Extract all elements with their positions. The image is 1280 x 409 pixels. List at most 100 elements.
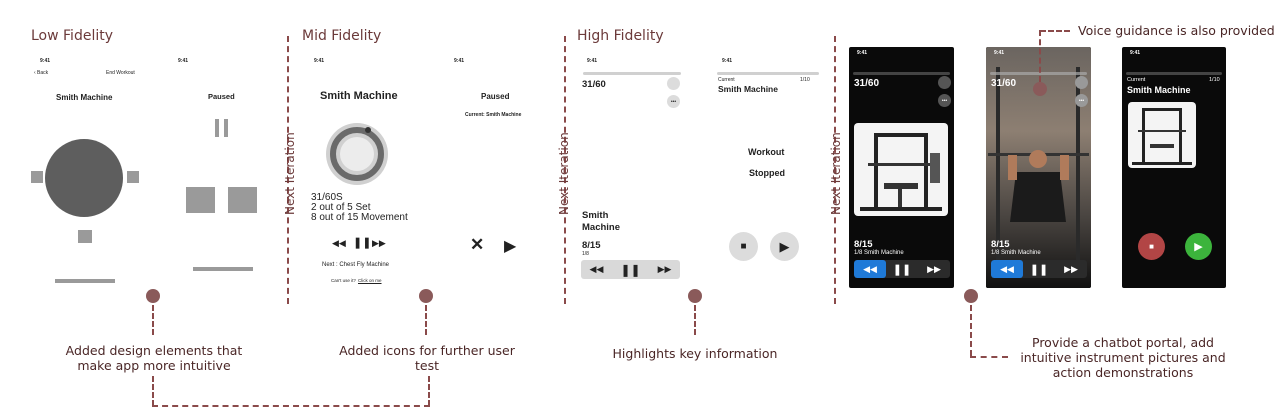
status-time: 9:41 [454, 58, 465, 64]
final-note: Provide a chatbot portal, add intuitive … [1020, 335, 1226, 380]
mid-dot [419, 289, 433, 303]
mid-bottom-connector [428, 376, 430, 406]
stopped-line-1: Workout [748, 147, 785, 157]
back-button[interactable]: ‹ Back [34, 70, 49, 76]
mid-fi-screen-1: 9:41 Smith Machine 31/60S 2 out of 5 Set… [300, 55, 428, 295]
screen-title: Smith Machine [320, 90, 398, 102]
status-time: 9:41 [587, 58, 598, 64]
pause-icon[interactable]: ❚❚ [892, 263, 912, 276]
mid-connector [425, 305, 427, 335]
count-text: 8/15 [991, 239, 1010, 250]
final-connector-h [970, 356, 1008, 358]
status-time: 9:41 [1130, 50, 1141, 56]
high-fi-screen-2: 9:41 Current 1/10 Smith Machine Workout … [714, 55, 822, 295]
placeholder-stop[interactable] [186, 187, 215, 213]
play-button[interactable]: ▶ [770, 232, 799, 261]
status-time: 9:41 [722, 58, 733, 64]
timer-text: 31/60S [311, 192, 343, 203]
click-on-me-link[interactable]: Click on me [358, 278, 382, 283]
bot-icon[interactable] [938, 76, 951, 89]
rewind-icon[interactable]: ◀◀ [854, 260, 886, 278]
count-text: 8/15 [582, 240, 601, 251]
low-fi-screen-2: 9:41 Paused [168, 55, 276, 295]
voice-connector-h [1040, 30, 1070, 32]
low-fi-screen-1: 9:41 ‹ Back End Workout Smith Machine [28, 55, 152, 295]
paused-label: Paused [481, 92, 510, 101]
placeholder-button [78, 230, 92, 243]
equipment-name: Smith Machine [582, 210, 621, 234]
progress-bar [853, 72, 950, 75]
play-button[interactable]: ▶ [1185, 233, 1212, 260]
progress-bar [583, 72, 681, 75]
progress-label: 1/10 [800, 77, 810, 83]
progress-bar [990, 72, 1087, 75]
separator-2 [564, 36, 566, 304]
cant-use-text: Can't use it? [331, 278, 356, 283]
current-text: Current: Smith Machine [465, 112, 522, 118]
pause-icon[interactable]: ❚❚ [620, 262, 641, 277]
placeholder-bar [55, 279, 115, 283]
close-icon[interactable]: ✕ [470, 235, 485, 254]
status-time: 9:41 [994, 50, 1005, 56]
control-bar: ◀◀ ❚❚ ▶▶ [854, 260, 950, 278]
placeholder-bar [193, 267, 253, 271]
stopped-line-2: Stopped [749, 168, 785, 178]
count-text: 8/15 [854, 239, 873, 250]
pause-icon[interactable]: ❚❚ [353, 237, 372, 249]
more-icon[interactable]: ••• [938, 94, 951, 107]
next-iteration-label-3: Next Iteration [829, 132, 843, 215]
progress-label: 1/10 [1209, 77, 1220, 83]
final-screen-1: 9:41 31/60 ••• 8/15 1/8 Smith Machine ◀◀… [849, 47, 954, 288]
final-dot [964, 289, 978, 303]
play-icon[interactable]: ▶ [504, 238, 517, 255]
final-connector-v [970, 305, 972, 356]
placeholder-left [31, 171, 43, 183]
stop-button[interactable]: ■ [729, 232, 758, 261]
rewind-icon[interactable]: ◀◀ [332, 238, 346, 248]
forward-icon[interactable]: ▶▶ [1064, 263, 1078, 274]
current-label: Current [1127, 77, 1146, 83]
voice-dot [1033, 82, 1047, 96]
sets-text: 2 out of 5 Set [311, 202, 371, 213]
separator-3 [834, 36, 836, 304]
equipment-image [854, 123, 948, 216]
screen-title: Smith Machine [56, 93, 113, 102]
end-workout-button[interactable]: End Workout [106, 70, 135, 76]
more-icon[interactable]: ••• [1075, 94, 1088, 107]
equipment-image [1128, 102, 1196, 168]
next-exercise-text: Next : Chest Fly Machine [322, 262, 390, 268]
status-time: 9:41 [178, 58, 189, 64]
control-bar: ◀◀ ❚❚ ▶▶ [991, 260, 1087, 278]
timer-ring [326, 123, 388, 185]
progress-bar [717, 72, 819, 75]
low-mid-link [152, 405, 430, 407]
timer-text: 31/60 [991, 78, 1017, 89]
high-dot [688, 289, 702, 303]
placeholder-play[interactable] [228, 187, 257, 213]
mid-fi-screen-2: 9:41 Paused Current: Smith Machine ✕ ▶ [440, 55, 550, 295]
stage-title-high: High Fidelity [577, 28, 664, 44]
voice-connector-v [1039, 30, 1041, 82]
pause-icon[interactable]: ❚❚ [1029, 263, 1049, 276]
forward-icon[interactable]: ▶▶ [372, 238, 386, 248]
timer-circle [45, 139, 123, 217]
control-bar: ◀◀ ❚❚ ▶▶ [581, 260, 680, 279]
rewind-icon[interactable]: ◀◀ [991, 260, 1023, 278]
timer-text: 31/60 [854, 78, 880, 89]
low-note: Added design elements that make app more… [65, 343, 243, 373]
rewind-icon[interactable]: ◀◀ [589, 264, 604, 274]
stop-button[interactable]: ■ [1138, 233, 1165, 260]
forward-icon[interactable]: ▶▶ [657, 264, 672, 274]
low-connector [152, 305, 154, 335]
low-bottom-connector [152, 376, 154, 406]
voice-note: Voice guidance is also provided [1078, 23, 1275, 38]
current-label: Current [718, 77, 735, 83]
more-icon[interactable]: ••• [667, 95, 680, 108]
bot-icon[interactable] [1075, 76, 1088, 89]
pause-icon [215, 119, 229, 137]
forward-icon[interactable]: ▶▶ [927, 263, 941, 274]
placeholder-right [127, 171, 139, 183]
stage-title-mid: Mid Fidelity [302, 28, 382, 44]
bot-icon[interactable] [667, 77, 680, 90]
sub-count-text: 1/8 [582, 251, 589, 257]
